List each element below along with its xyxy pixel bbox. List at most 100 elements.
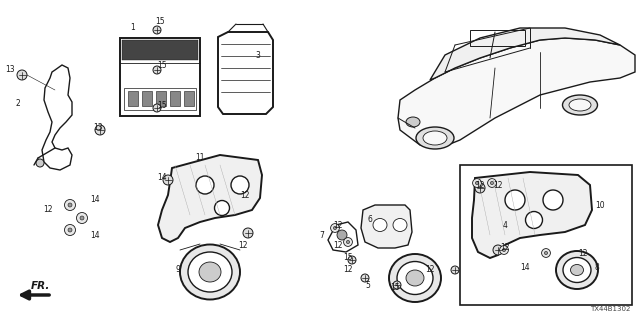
- Ellipse shape: [475, 183, 485, 193]
- Text: 1: 1: [131, 23, 136, 33]
- Text: 14: 14: [90, 230, 100, 239]
- Ellipse shape: [423, 131, 447, 145]
- Ellipse shape: [348, 256, 356, 264]
- Polygon shape: [158, 155, 262, 242]
- Ellipse shape: [344, 237, 353, 246]
- Bar: [128, 91, 138, 106]
- Text: 14: 14: [520, 263, 530, 273]
- Text: 10: 10: [595, 201, 605, 210]
- Text: 12: 12: [240, 190, 250, 199]
- Text: TX44B1302: TX44B1302: [589, 306, 630, 312]
- Ellipse shape: [361, 274, 369, 282]
- Ellipse shape: [563, 95, 598, 115]
- Bar: [156, 91, 166, 106]
- Ellipse shape: [505, 190, 525, 210]
- Ellipse shape: [65, 199, 76, 211]
- Text: 2: 2: [15, 99, 20, 108]
- Ellipse shape: [68, 203, 72, 207]
- Text: 13: 13: [5, 66, 15, 75]
- Ellipse shape: [476, 181, 479, 185]
- Ellipse shape: [243, 228, 253, 238]
- Ellipse shape: [570, 265, 584, 276]
- Ellipse shape: [153, 26, 161, 34]
- Ellipse shape: [393, 281, 401, 289]
- Ellipse shape: [36, 159, 44, 167]
- Ellipse shape: [153, 104, 161, 112]
- Text: 12: 12: [44, 205, 52, 214]
- Ellipse shape: [231, 176, 249, 194]
- Bar: [170, 91, 180, 106]
- Text: 5: 5: [365, 281, 371, 290]
- Text: 12: 12: [425, 266, 435, 275]
- Ellipse shape: [95, 125, 105, 135]
- Bar: [184, 91, 194, 106]
- Text: 12: 12: [238, 241, 248, 250]
- Ellipse shape: [397, 261, 433, 294]
- Ellipse shape: [77, 212, 88, 223]
- Ellipse shape: [337, 230, 347, 240]
- Ellipse shape: [545, 252, 548, 255]
- Polygon shape: [361, 205, 412, 248]
- Ellipse shape: [541, 249, 550, 257]
- Bar: [460, 165, 632, 305]
- Text: 12: 12: [500, 244, 509, 252]
- Text: 12: 12: [343, 266, 353, 275]
- Ellipse shape: [488, 179, 497, 188]
- Ellipse shape: [472, 179, 481, 188]
- Text: 12: 12: [333, 220, 343, 229]
- Ellipse shape: [493, 245, 503, 255]
- Text: 4: 4: [502, 220, 508, 229]
- Text: 13: 13: [93, 124, 103, 132]
- Text: 3: 3: [255, 51, 260, 60]
- Text: 6: 6: [367, 215, 372, 225]
- Polygon shape: [430, 28, 620, 80]
- Ellipse shape: [153, 66, 161, 74]
- Ellipse shape: [389, 254, 441, 302]
- Ellipse shape: [393, 219, 407, 231]
- Text: 12: 12: [579, 249, 588, 258]
- Ellipse shape: [68, 228, 72, 232]
- Ellipse shape: [214, 201, 230, 215]
- Ellipse shape: [196, 176, 214, 194]
- Ellipse shape: [451, 266, 459, 274]
- Text: 14: 14: [90, 196, 100, 204]
- Ellipse shape: [525, 212, 543, 228]
- Text: FR.: FR.: [30, 281, 50, 291]
- Text: 7: 7: [319, 230, 324, 239]
- Text: 15: 15: [157, 60, 167, 69]
- Text: 12: 12: [333, 241, 343, 250]
- Ellipse shape: [416, 127, 454, 149]
- Ellipse shape: [80, 216, 84, 220]
- Text: 11: 11: [195, 154, 205, 163]
- Ellipse shape: [543, 190, 563, 210]
- Ellipse shape: [346, 240, 349, 244]
- Text: 15: 15: [157, 100, 167, 109]
- Text: 12: 12: [476, 180, 484, 189]
- Bar: [470, 30, 525, 46]
- Text: 12: 12: [493, 180, 503, 189]
- Ellipse shape: [333, 227, 337, 230]
- Ellipse shape: [180, 244, 240, 300]
- Ellipse shape: [163, 175, 173, 185]
- Ellipse shape: [331, 224, 339, 232]
- Text: 14: 14: [157, 173, 167, 182]
- Ellipse shape: [502, 248, 506, 252]
- Bar: [122, 40, 198, 60]
- Polygon shape: [472, 172, 592, 258]
- Ellipse shape: [17, 70, 27, 80]
- Text: 15: 15: [343, 253, 353, 262]
- Ellipse shape: [65, 225, 76, 236]
- Ellipse shape: [500, 246, 508, 254]
- Bar: [124, 88, 196, 110]
- Polygon shape: [398, 38, 635, 148]
- Text: 15: 15: [155, 18, 165, 27]
- Ellipse shape: [188, 252, 232, 292]
- Ellipse shape: [373, 219, 387, 231]
- Ellipse shape: [490, 181, 493, 185]
- Ellipse shape: [556, 251, 598, 289]
- Bar: [142, 91, 152, 106]
- Ellipse shape: [563, 258, 591, 283]
- Text: 9: 9: [175, 266, 180, 275]
- Ellipse shape: [406, 270, 424, 286]
- Ellipse shape: [199, 262, 221, 282]
